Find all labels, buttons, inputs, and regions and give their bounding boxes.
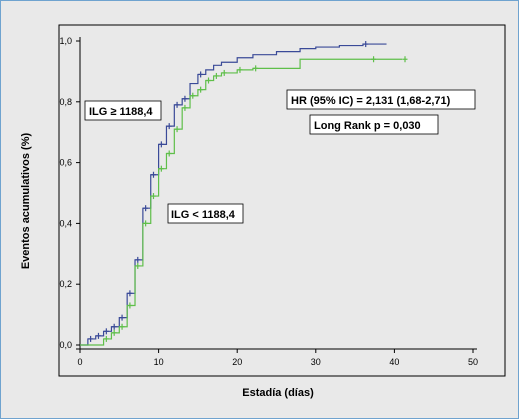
x-tick-label: 10 bbox=[154, 357, 164, 367]
y-tick-label: 0,2 bbox=[59, 279, 72, 289]
y-tick-label: 0,8 bbox=[59, 97, 72, 107]
x-tick-label: 40 bbox=[389, 357, 399, 367]
label-low-group: ILG < 1188,4 bbox=[167, 203, 244, 224]
y-tick-label: 0,4 bbox=[59, 218, 72, 228]
hr-group: HR (95% IC) = 2,131 (1,68-2,71) bbox=[286, 89, 476, 110]
x-tick-label: 0 bbox=[77, 357, 82, 367]
label-low: ILG < 1188,4 bbox=[171, 209, 236, 221]
logrank-group: Long Rank p = 0,030 bbox=[309, 114, 439, 135]
series-layer bbox=[80, 41, 408, 346]
x-tick-label: 20 bbox=[232, 357, 242, 367]
label-high: ILG ≥ 1188,4 bbox=[89, 106, 153, 118]
x-axis-label: Estadía (días) bbox=[242, 387, 314, 399]
y-tick-label: 0,0 bbox=[59, 340, 72, 350]
series-ilg-high bbox=[80, 41, 387, 346]
hr-text: HR (95% IC) = 2,131 (1,68-2,71) bbox=[291, 95, 451, 107]
label-high-group: ILG ≥ 1188,4 bbox=[84, 100, 162, 121]
logrank-text: Long Rank p = 0,030 bbox=[314, 120, 421, 132]
series-ilg-low bbox=[80, 56, 408, 346]
label-high-box bbox=[84, 100, 162, 121]
label-low-box bbox=[167, 203, 244, 224]
y-tick-label: 0,6 bbox=[59, 158, 72, 168]
hr-box bbox=[286, 89, 476, 110]
axes: 0,0 0,2 0,4 0,6 0,8 1,0 0 10 20 30 40 50 bbox=[59, 36, 478, 367]
x-tick-label: 30 bbox=[311, 357, 321, 367]
plot-area bbox=[58, 24, 506, 377]
y-tick-label: 1,0 bbox=[59, 36, 72, 46]
logrank-box bbox=[309, 114, 439, 135]
y-axis-label: Eventos acumulativos (%) bbox=[20, 133, 32, 270]
x-tick-label: 50 bbox=[468, 357, 478, 367]
